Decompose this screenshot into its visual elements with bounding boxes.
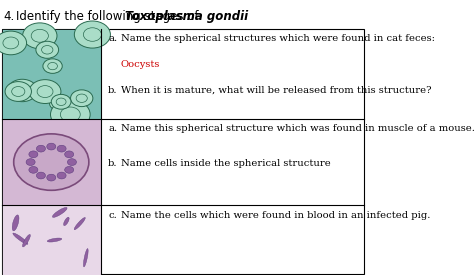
Bar [2, 29, 365, 274]
Text: Name this spherical structure which was found in muscle of a mouse.: Name this spherical structure which was … [121, 125, 474, 133]
Text: Name the spherical structures which were found in cat feces:: Name the spherical structures which were… [121, 34, 435, 43]
Text: c.: c. [108, 211, 117, 220]
Text: b.: b. [108, 159, 118, 168]
Text: When it is mature, what will be released from this structure?: When it is mature, what will be released… [121, 86, 431, 95]
Bar [2, 29, 100, 119]
Circle shape [29, 151, 38, 158]
Circle shape [64, 151, 73, 158]
Ellipse shape [64, 217, 69, 225]
Ellipse shape [47, 238, 62, 242]
Circle shape [64, 166, 73, 173]
Circle shape [51, 94, 71, 109]
Ellipse shape [13, 233, 28, 244]
Circle shape [47, 143, 56, 150]
Circle shape [36, 41, 59, 58]
Text: a.: a. [108, 34, 117, 43]
Circle shape [26, 159, 35, 166]
Circle shape [74, 21, 110, 48]
Text: Toxoplasma gondii: Toxoplasma gondii [125, 10, 247, 23]
Ellipse shape [53, 207, 67, 217]
Circle shape [67, 159, 76, 166]
Circle shape [51, 100, 90, 129]
Text: b.: b. [108, 86, 118, 95]
Circle shape [71, 90, 93, 107]
Circle shape [8, 79, 37, 102]
Circle shape [49, 95, 71, 111]
Circle shape [36, 172, 46, 179]
Circle shape [14, 134, 89, 190]
Text: 4.: 4. [4, 10, 15, 23]
Circle shape [23, 23, 57, 49]
Circle shape [57, 145, 66, 152]
Text: Oocysts: Oocysts [121, 60, 160, 69]
Text: Identify the following stages of: Identify the following stages of [17, 10, 203, 23]
Text: Name the cells which were found in blood in an infected pig.: Name the cells which were found in blood… [121, 211, 430, 220]
Text: Name cells inside the spherical structure: Name cells inside the spherical structur… [121, 159, 330, 168]
Ellipse shape [83, 249, 88, 267]
Ellipse shape [74, 218, 85, 230]
Circle shape [29, 166, 38, 173]
Bar [2, 119, 100, 205]
Circle shape [36, 145, 46, 152]
Circle shape [29, 80, 61, 103]
Circle shape [0, 31, 27, 55]
Circle shape [57, 172, 66, 179]
Text: a.: a. [108, 125, 117, 133]
Ellipse shape [22, 235, 30, 247]
Bar [2, 205, 100, 275]
Ellipse shape [12, 215, 19, 231]
Circle shape [47, 174, 56, 181]
Circle shape [43, 59, 62, 73]
Circle shape [5, 82, 31, 101]
